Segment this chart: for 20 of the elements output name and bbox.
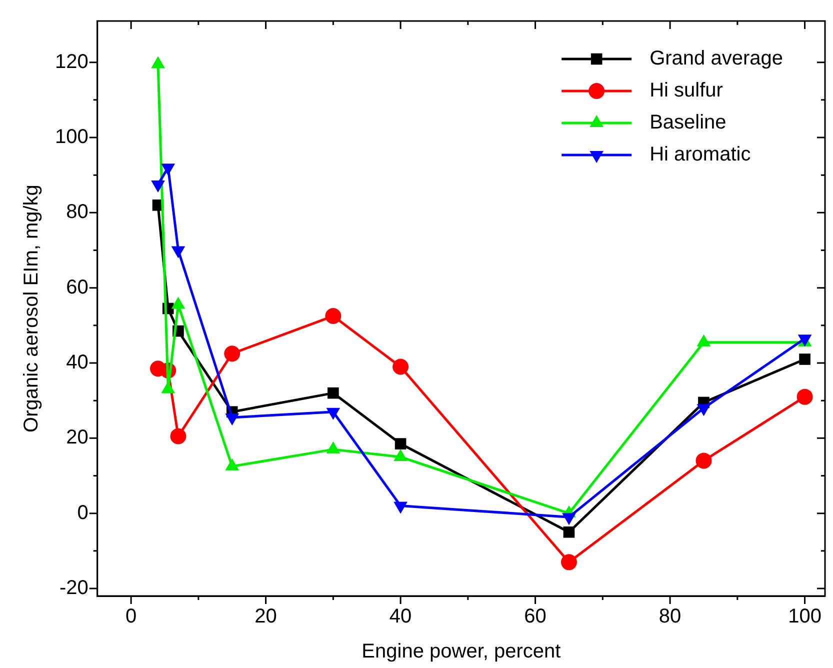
y-tick-label: -20 <box>59 577 88 599</box>
x-tick-label: 80 <box>658 606 682 628</box>
legend-label: Hi aromatic <box>650 144 751 166</box>
legend-label: Baseline <box>650 112 726 134</box>
x-tick-label: 20 <box>254 606 277 628</box>
legend-label: Hi sulfur <box>650 80 724 102</box>
x-axis-title: Engine power, percent <box>362 640 562 663</box>
y-axis-title: Organic aerosol EIm, mg/kg <box>20 184 43 432</box>
y-tick-label: 40 <box>66 352 88 374</box>
y-tick-label: 100 <box>54 126 88 148</box>
y-tick-label: 20 <box>66 426 88 449</box>
y-tick-label: 120 <box>54 50 88 73</box>
x-tick-label: 60 <box>524 606 546 628</box>
x-tick-label: 40 <box>389 606 412 628</box>
y-tick-label: 60 <box>66 276 88 298</box>
y-tick-label: 80 <box>66 201 88 224</box>
x-tick-label: 0 <box>125 606 137 628</box>
x-tick-label: 100 <box>788 606 822 628</box>
y-tick-label: 0 <box>77 502 88 524</box>
legend-label: Grand average <box>650 48 784 70</box>
